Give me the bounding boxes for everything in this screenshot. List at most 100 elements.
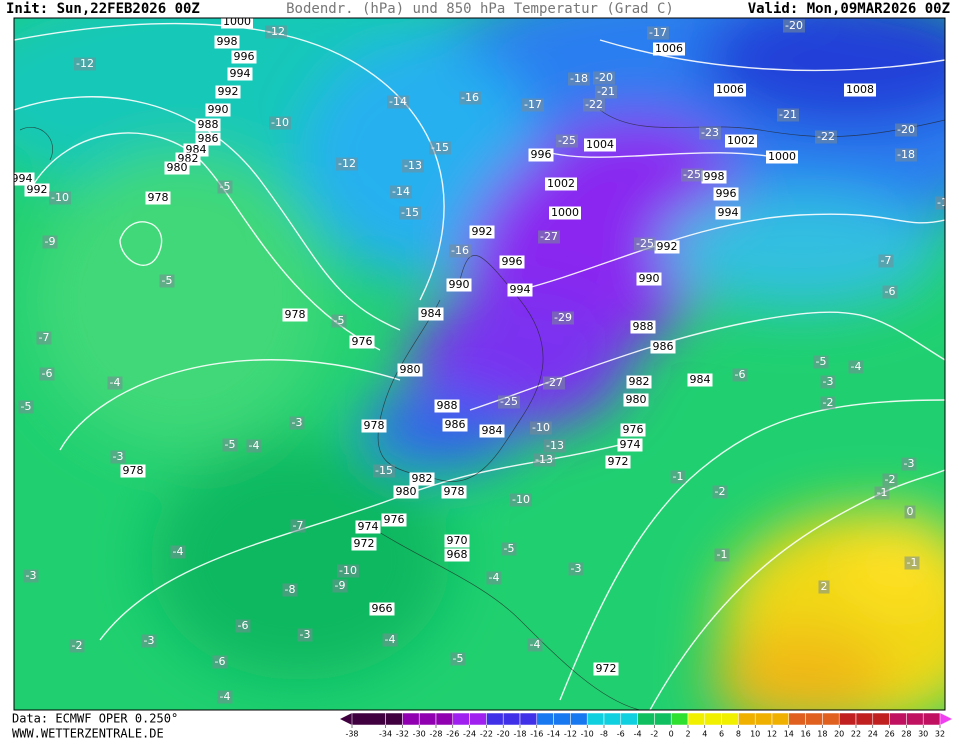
isobar-label-box <box>444 534 470 548</box>
isobar-label-box <box>24 183 50 197</box>
legend-swatch <box>704 712 722 726</box>
temperature-label-box <box>895 123 917 137</box>
isobar-label: 994 <box>12 172 33 185</box>
temperature-label: -10 <box>339 564 357 577</box>
isobar-label-box <box>349 335 375 349</box>
temperature-label: -16 <box>451 244 469 257</box>
temperature-label-box <box>593 71 615 85</box>
isobar-label: 998 <box>217 35 238 48</box>
temperature-label: -6 <box>735 368 746 381</box>
temperature-label-box <box>543 376 565 390</box>
legend-tick-label: 2 <box>685 730 690 739</box>
legend-tick-label: 8 <box>736 730 741 739</box>
temperature-label-box <box>530 421 552 435</box>
temperature-label-box <box>670 470 686 484</box>
isobar-label: 974 <box>620 438 641 451</box>
temperature-label-box <box>815 130 837 144</box>
isobar-label: 988 <box>198 118 219 131</box>
temperature-label-box <box>901 457 917 471</box>
temperature-label: 2 <box>821 580 828 593</box>
temperature-label-box <box>712 485 728 499</box>
isobar-label: 986 <box>445 418 466 431</box>
isobar-label: 988 <box>437 399 458 412</box>
isobar-label-box <box>164 161 190 175</box>
temperature-label: -20 <box>785 19 803 32</box>
temperature-label-box <box>777 108 799 122</box>
temperature-label: -4 <box>110 376 121 389</box>
temperature-label: -5 <box>162 274 173 287</box>
isobar-label-box <box>844 83 876 97</box>
isobar-label: 1002 <box>727 134 755 147</box>
legend-tick-label: -20 <box>497 730 510 739</box>
isobar-label-box <box>195 118 221 132</box>
temperature-label: -22 <box>817 130 835 143</box>
temperature-label: -10 <box>512 493 530 506</box>
legend-swatch <box>872 712 890 726</box>
site-url: WWW.WETTERZENTRALE.DE <box>12 727 164 741</box>
isobar-label-box <box>636 272 662 286</box>
temperature-label-box <box>813 355 829 369</box>
temperature-label-box <box>538 230 560 244</box>
temperature-label: -1 <box>673 470 684 483</box>
data-source: Data: ECMWF OPER 0.250° <box>12 712 178 726</box>
temperature-label-box <box>544 439 566 453</box>
isobar-label-box <box>714 83 746 97</box>
temperature-label: -5 <box>21 400 32 413</box>
temperature-label-box <box>289 416 305 430</box>
legend-tick-label: 22 <box>851 730 861 739</box>
temperature-label: -27 <box>545 376 563 389</box>
temperature-label: -3 <box>144 634 155 647</box>
temperature-label: -17 <box>649 26 667 39</box>
legend-tick-label: 28 <box>901 730 911 739</box>
isobar-label: 978 <box>285 308 306 321</box>
temperature-label: -15 <box>401 206 419 219</box>
legend-swatch <box>738 712 756 726</box>
temperature-label: -29 <box>554 311 572 324</box>
isobar-label: 980 <box>167 161 188 174</box>
temperature-label: -10 <box>937 196 955 209</box>
isobar-label-box <box>393 485 419 499</box>
isobar-label: 996 <box>716 187 737 200</box>
isobar-label-box <box>584 138 616 152</box>
legend-tick-label: 16 <box>801 730 811 739</box>
isobar-label-box <box>418 307 444 321</box>
isobar-label-box <box>507 283 533 297</box>
temperature-label: -25 <box>683 168 701 181</box>
isobar-label-box <box>766 150 798 164</box>
temperature-label-box <box>222 438 238 452</box>
legend-tick-label: -16 <box>530 730 543 739</box>
legend-tick-label: -6 <box>617 730 625 739</box>
isobar-label: 992 <box>657 240 678 253</box>
isobar-label-box <box>650 340 676 354</box>
isobar-label: 996 <box>531 148 552 161</box>
legend-swatch <box>670 712 689 726</box>
temperature-label-box <box>42 235 58 249</box>
isobar-label: 984 <box>421 307 442 320</box>
isobar-label: 972 <box>596 662 617 675</box>
legend-tick-label: -14 <box>547 730 560 739</box>
temperature-label-box <box>510 493 532 507</box>
temperature-label-box <box>583 98 605 112</box>
temperature-label-box <box>159 274 175 288</box>
temperature-label-box <box>882 285 898 299</box>
isobar-label: 990 <box>449 278 470 291</box>
temperature-label: -13 <box>535 453 553 466</box>
temperature-label-box <box>783 19 805 33</box>
legend-tick-label: -32 <box>396 730 409 739</box>
isobar-label-box <box>227 67 253 81</box>
temperature-label: -18 <box>897 148 915 161</box>
temperature-label-box <box>246 439 262 453</box>
temperature-label-box <box>878 254 894 268</box>
legend-tick-label: -2 <box>650 730 658 739</box>
temperature-label-box <box>337 564 359 578</box>
temperature-label-box <box>387 95 409 109</box>
temperature-label: -2 <box>715 485 726 498</box>
temperature-label-box <box>533 453 555 467</box>
temperature-label-box <box>935 196 945 210</box>
temperature-label-box <box>107 376 123 390</box>
legend-tick-label: -30 <box>413 730 426 739</box>
isobar-label-box <box>205 103 231 117</box>
temperature-label-box <box>269 116 291 130</box>
chart-title: Bodendr. (hPa) und 850 hPa Temperatur (G… <box>286 1 674 17</box>
